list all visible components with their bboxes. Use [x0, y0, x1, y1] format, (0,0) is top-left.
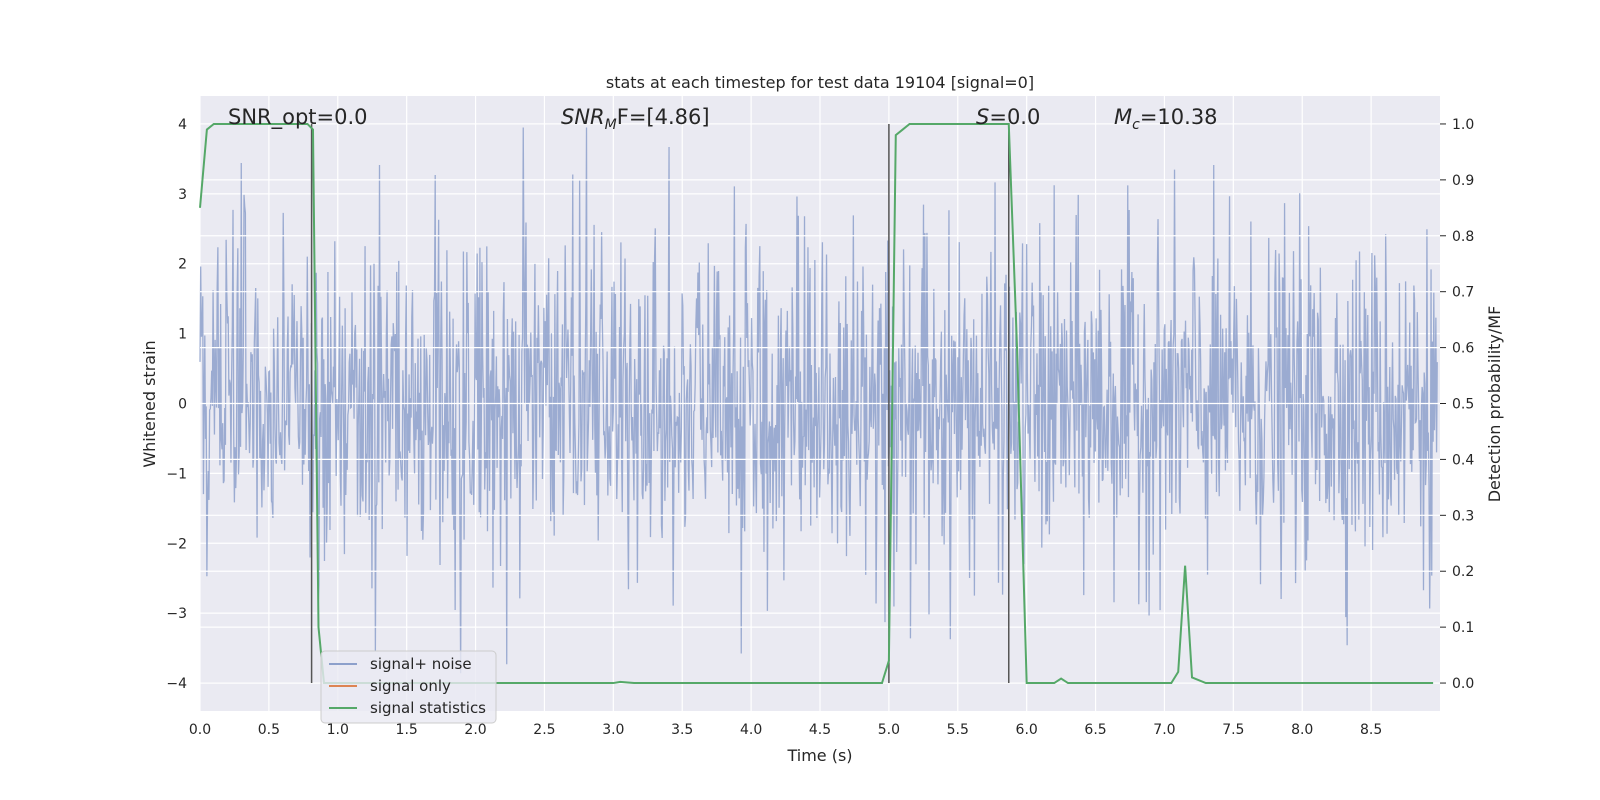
y-axis-label: Whitened strain [140, 340, 159, 467]
y2-tick-label: 0.7 [1452, 285, 1474, 301]
x-tick-label: 5.5 [947, 722, 969, 738]
y2-tick-label: 0.8 [1452, 229, 1474, 245]
legend-label-signal-only: signal only [370, 677, 451, 695]
x-tick-label: 1.0 [327, 722, 349, 738]
x-tick-label: 3.0 [602, 722, 624, 738]
x-tick-label: 4.5 [809, 722, 831, 738]
grid-overlay [200, 123, 1440, 684]
signal-noise-series [199, 127, 1438, 674]
x-tick-labels: 0.0 0.5 1.0 1.5 2.0 2.5 3.0 3.5 4.0 4.5 5.0 5.5 6.0 6… [189, 722, 1382, 738]
x-tick-label: 8.5 [1360, 722, 1382, 738]
y2-tick-label: 0.1 [1452, 620, 1474, 636]
x-tick-label: 6.5 [1084, 722, 1106, 738]
y-tick-label: −1 [166, 466, 187, 482]
legend-label-signal-noise: signal+ noise [370, 655, 472, 673]
y-tick-label: 0 [178, 397, 187, 413]
y2-tick-label: 0.4 [1452, 452, 1474, 468]
x-tick-label: 0.5 [258, 722, 280, 738]
y2-axis-label: Detection probability/MF [1485, 306, 1504, 503]
x-tick-label: 6.0 [1016, 722, 1038, 738]
y2-tick-label: 0.2 [1452, 564, 1474, 580]
x-tick-label: 2.5 [533, 722, 555, 738]
y-tick-label: 3 [178, 187, 187, 203]
y2-tick-label: 0.3 [1452, 508, 1474, 524]
x-tick-label: 2.0 [464, 722, 486, 738]
y2-tick-label: 0.5 [1452, 397, 1474, 413]
y2-tick-label: 0.0 [1452, 676, 1474, 692]
y-tick-label: 4 [178, 117, 187, 133]
x-tick-label: 3.5 [671, 722, 693, 738]
y-tick-label: −2 [166, 536, 187, 552]
annotation-snr-opt: SNR_opt=0.0 [228, 105, 368, 130]
legend: signal+ noise signal only signal statist… [320, 650, 497, 724]
legend-label-signal-statistics: signal statistics [370, 699, 486, 717]
y-tick-labels: −4 −3 −2 −1 0 1 2 3 4 [166, 117, 187, 692]
annotation-snr-mf: SNRMF=[4.86] [561, 105, 710, 133]
chart-title: stats at each timestep for test data 191… [606, 73, 1034, 92]
y2-tick-label: 0.9 [1452, 173, 1474, 189]
y-tick-label: −4 [166, 676, 187, 692]
legend-box [320, 650, 497, 724]
y2-tick-label: 1.0 [1452, 117, 1474, 133]
x-tick-label: 1.5 [396, 722, 418, 738]
x-tick-label: 7.0 [1153, 722, 1175, 738]
x-tick-label: 8.0 [1291, 722, 1313, 738]
x-tick-label: 4.0 [740, 722, 762, 738]
x-axis-label: Time (s) [786, 746, 852, 765]
annotation-s: S=0.0 [976, 105, 1040, 129]
signal-statistics-line [199, 122, 1434, 685]
y-tick-label: 2 [178, 257, 187, 273]
x-tick-label: 0.0 [189, 722, 211, 738]
y-tick-label: 1 [178, 327, 187, 343]
x-tick-label: 7.5 [1222, 722, 1244, 738]
x-tick-label: 5.0 [878, 722, 900, 738]
y-tick-label: −3 [166, 606, 187, 622]
annotation-mc: Mc=10.38 [1114, 105, 1218, 133]
y2-tick-label: 0.6 [1452, 341, 1474, 357]
signal-noise-line [199, 127, 1438, 674]
y2-tick-labels: 0.0 0.1 0.2 0.3 0.4 0.5 0.6 0.7 0.8 0.9 1.0 [1440, 117, 1474, 692]
